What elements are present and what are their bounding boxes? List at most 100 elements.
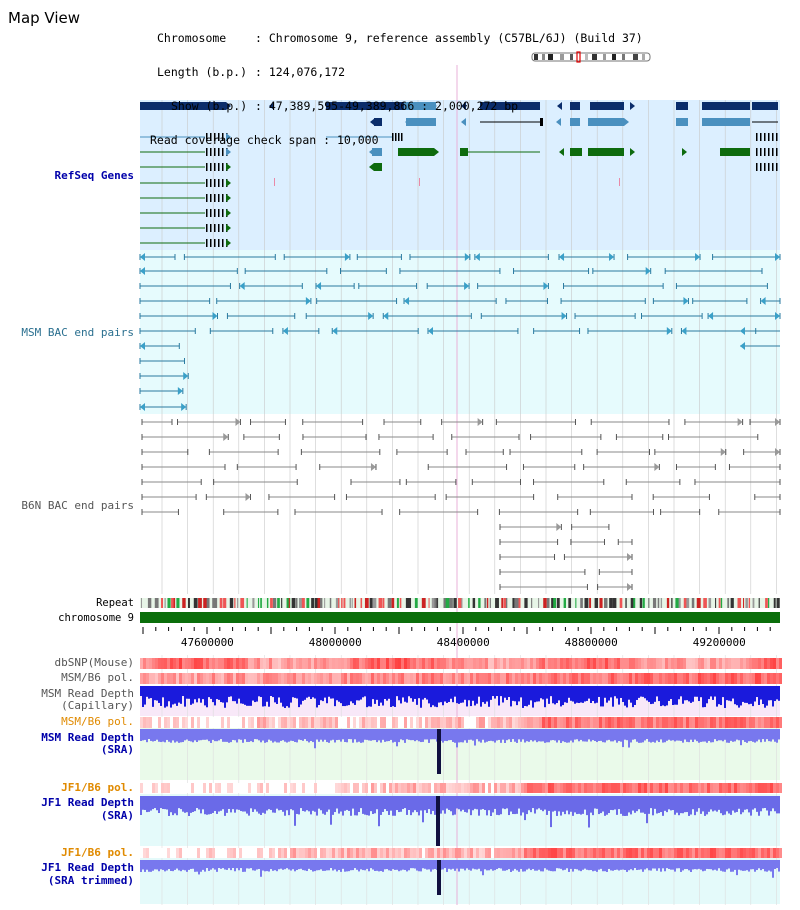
dbsnp-track[interactable] [140,658,782,669]
gene-exon[interactable] [676,102,688,110]
repeat-element[interactable] [604,598,608,608]
gene-exon[interactable] [218,194,220,202]
gene-exon[interactable] [756,148,758,156]
gene-exon[interactable] [720,148,750,156]
gene-exon[interactable] [140,102,226,110]
bac-end-arrow[interactable] [140,253,145,261]
gene-exon[interactable] [570,148,582,156]
bac-end-arrow[interactable] [695,253,701,261]
repeat-element[interactable] [215,598,218,608]
repeat-element[interactable] [458,598,463,608]
gene-exon[interactable] [206,148,208,156]
bac-end-arrow[interactable] [404,297,410,305]
repeat-element[interactable] [277,598,280,608]
gene-exon[interactable] [776,133,778,141]
repeat-element[interactable] [619,598,623,608]
gene-exon[interactable] [772,148,774,156]
gene-exon[interactable] [206,239,208,247]
repeat-element[interactable] [696,598,701,608]
repeat-element[interactable] [468,598,470,608]
gene-exon[interactable] [222,239,224,247]
gene-exon[interactable] [210,209,212,217]
repeat-element[interactable] [360,598,363,608]
repeat-element[interactable] [314,598,319,608]
repeat-element[interactable] [531,598,533,608]
bac-end-arrow[interactable] [332,327,338,335]
repeat-element[interactable] [486,598,489,608]
repeat-element[interactable] [164,598,166,608]
gene-arrow[interactable] [226,179,231,187]
repeat-element[interactable] [599,598,603,608]
bac-end-arrow[interactable] [556,523,562,531]
gene-exon[interactable] [776,148,778,156]
repeat-element[interactable] [270,598,273,608]
msm-b6-pol-sra-track[interactable] [140,717,782,728]
b6n-bac-end-pairs[interactable] [141,418,781,591]
gene-exon[interactable] [395,133,397,141]
bac-end-arrow[interactable] [627,553,632,561]
msm-read-depth-sra[interactable] [140,729,780,774]
repeat-element[interactable] [556,598,560,608]
bac-end-arrow[interactable] [681,327,687,335]
repeat-element[interactable] [369,598,374,608]
gene-exon[interactable] [588,118,624,126]
repeat-element[interactable] [503,598,507,608]
repeat-track[interactable] [140,598,780,608]
repeat-element[interactable] [335,598,340,608]
bac-end-arrow[interactable] [666,327,672,335]
repeat-element[interactable] [320,598,323,608]
repeat-element[interactable] [678,598,681,608]
gene-exon[interactable] [398,148,434,156]
repeat-element[interactable] [141,598,143,608]
repeat-element[interactable] [449,598,453,608]
repeat-element[interactable] [257,598,260,608]
repeat-element[interactable] [584,598,589,608]
gene-exon[interactable] [222,133,224,141]
gene-exon[interactable] [222,148,224,156]
gene-exon[interactable] [772,133,774,141]
gene-exon[interactable] [764,148,766,156]
repeat-element[interactable] [745,598,748,608]
bac-end-arrow[interactable] [181,403,187,411]
gene-arrow[interactable] [630,148,635,156]
repeat-element[interactable] [298,598,303,608]
gene-exon[interactable] [702,118,750,126]
repeat-element[interactable] [633,598,636,608]
gene-exon[interactable] [326,102,406,110]
repeat-element[interactable] [288,598,290,608]
repeat-element[interactable] [176,598,180,608]
jf1-read-depth-sra[interactable] [140,796,780,846]
bac-end-arrow[interactable] [212,312,218,320]
gene-exon[interactable] [401,133,403,141]
gene-exon[interactable] [214,224,216,232]
repeat-element[interactable] [445,598,450,608]
gene-exon[interactable] [214,239,216,247]
repeat-element[interactable] [240,598,245,608]
gene-exon[interactable] [764,163,766,171]
gene-exon[interactable] [570,102,580,110]
gene-arrow[interactable] [624,118,629,126]
jf1-b6-pol-trim-track[interactable] [140,848,782,858]
repeat-element[interactable] [343,598,346,608]
repeat-element[interactable] [768,598,770,608]
gene-exon[interactable] [222,224,224,232]
repeat-element[interactable] [206,598,210,608]
gene-exon[interactable] [760,148,762,156]
repeat-element[interactable] [428,598,430,608]
gene-exon[interactable] [768,163,770,171]
repeat-element[interactable] [648,598,650,608]
repeat-element[interactable] [311,598,315,608]
bac-end-arrow[interactable] [477,418,483,426]
bac-end-arrow[interactable] [245,493,251,501]
gene-arrow[interactable] [226,224,231,232]
gene-exon[interactable] [772,163,774,171]
bac-end-arrow[interactable] [543,282,549,290]
bac-end-arrow[interactable] [344,253,350,261]
bac-end-arrow[interactable] [645,267,651,275]
bac-end-arrow[interactable] [305,297,311,305]
gene-exon[interactable] [588,148,624,156]
repeat-element[interactable] [301,598,305,608]
repeat-element[interactable] [436,598,438,608]
ideogram-position-marker[interactable] [576,51,581,63]
bac-end-arrow[interactable] [235,418,241,426]
